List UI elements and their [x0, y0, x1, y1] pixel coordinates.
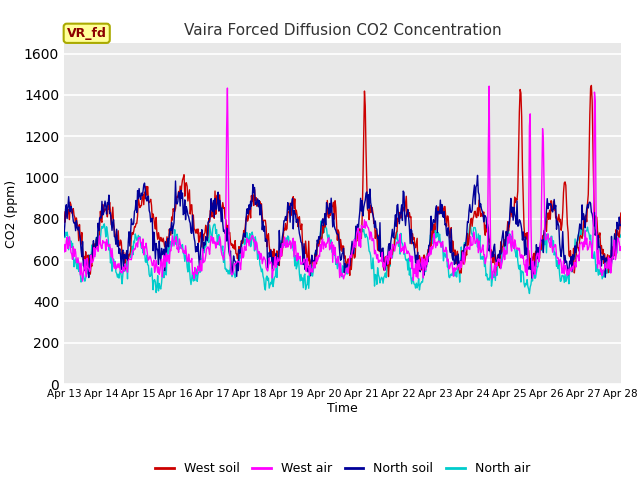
- Text: VR_fd: VR_fd: [67, 27, 107, 40]
- Legend: West soil, West air, North soil, North air: West soil, West air, North soil, North a…: [150, 457, 535, 480]
- X-axis label: Time: Time: [327, 402, 358, 415]
- Y-axis label: CO2 (ppm): CO2 (ppm): [5, 180, 19, 248]
- Title: Vaira Forced Diffusion CO2 Concentration: Vaira Forced Diffusion CO2 Concentration: [184, 23, 501, 38]
